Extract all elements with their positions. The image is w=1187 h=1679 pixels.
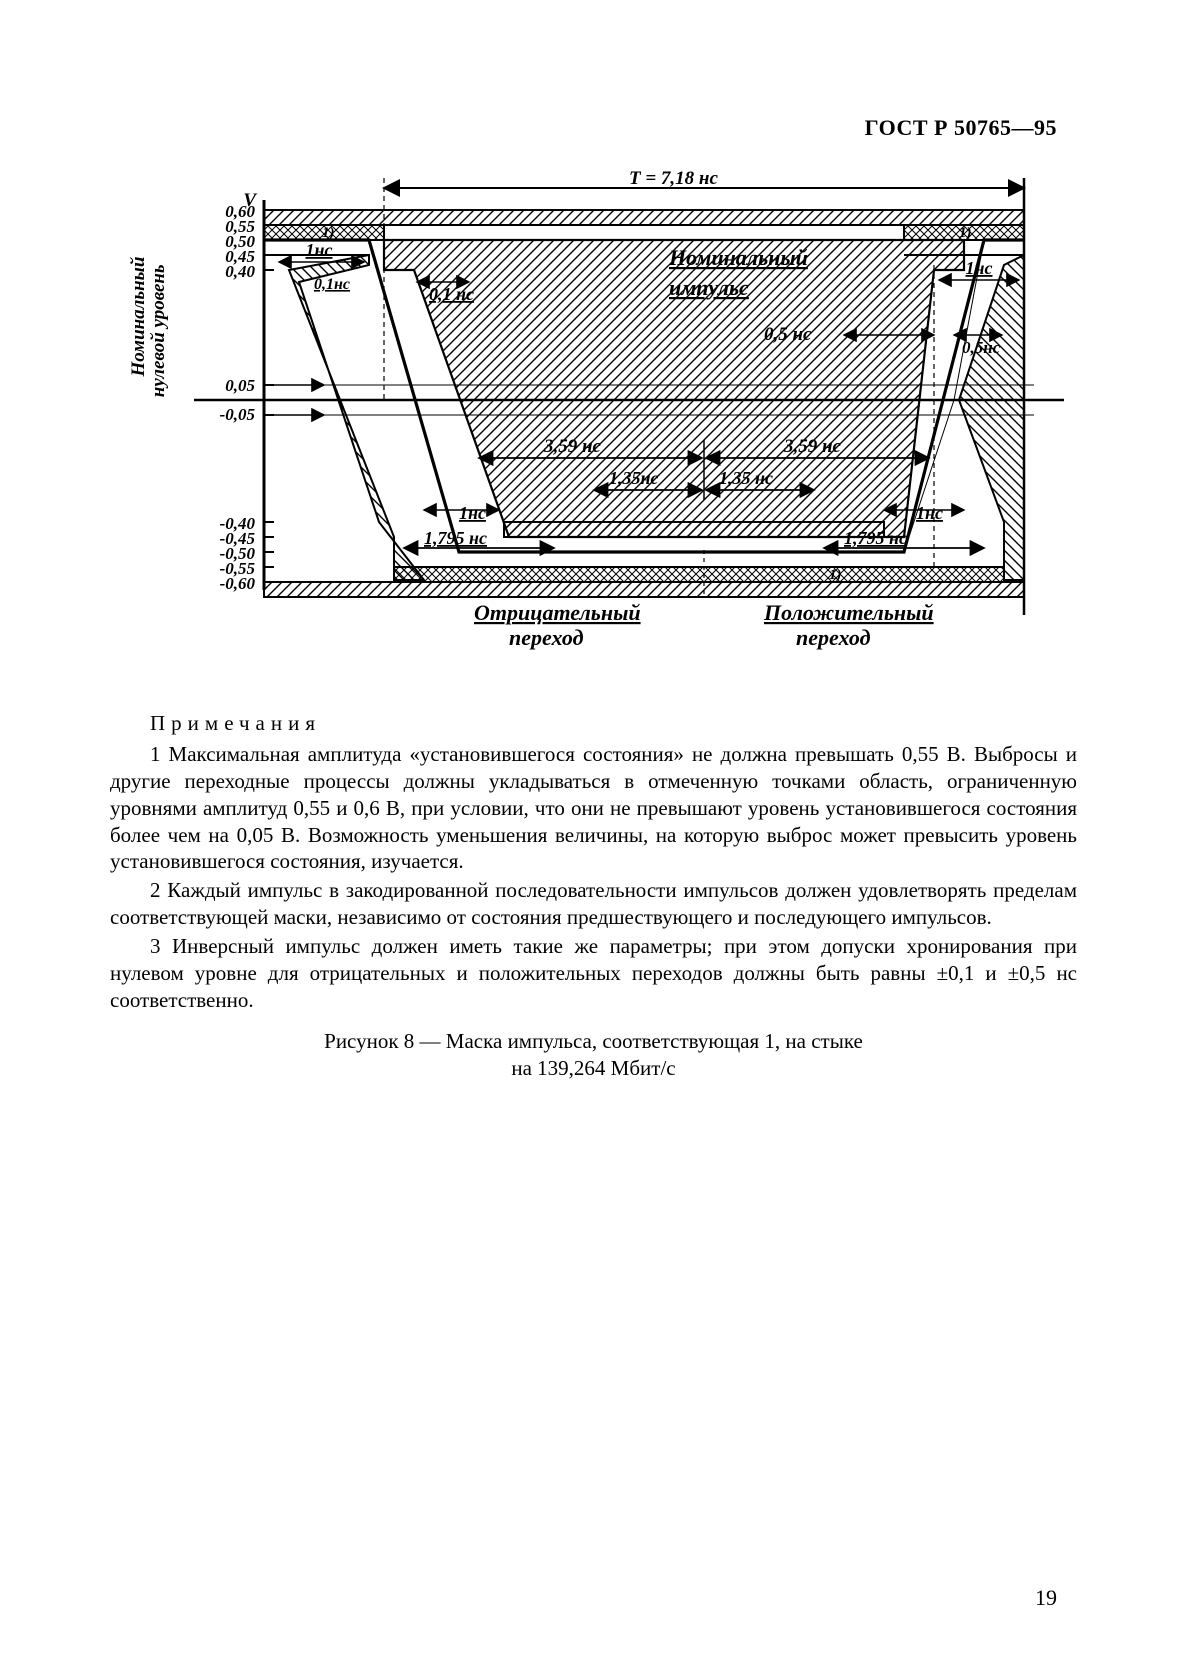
bottom-hatch-band	[264, 582, 1024, 597]
page-number: 19	[1035, 1585, 1057, 1611]
dim-3-59-l: 3,59 нс	[543, 436, 602, 457]
pos-transition-2: переход	[796, 625, 871, 650]
dim-1ns-br: 1нс	[916, 503, 943, 523]
svg-text:0,40: 0,40	[225, 262, 255, 281]
page: ГОСТ Р 50765—95 Номинальный нулевой уров…	[0, 0, 1187, 1679]
neg-transition-2: переход	[509, 625, 584, 650]
dim-0-5ns-l: 0,5 нс	[764, 324, 812, 345]
bottom-crosshatch	[394, 567, 1004, 582]
document-code: ГОСТ Р 50765—95	[865, 115, 1057, 141]
nominal-pulse-label-1: Номинальный	[668, 245, 808, 270]
ref-1-top-right: 1)	[959, 225, 972, 241]
caption-line-1: Рисунок 8 — Маска импульса, соответствую…	[324, 1029, 863, 1053]
note-1: 1 Максимальная амплитуда «установившегос…	[110, 741, 1077, 875]
svg-text:-0,05: -0,05	[219, 405, 255, 424]
dim-1-35-l: 1,35нс	[609, 468, 658, 488]
neg-transition-1: Отрицательный	[474, 600, 641, 625]
floor-hatch	[504, 522, 884, 537]
dim-1ns-bl: 1нс	[459, 503, 486, 523]
dim-1ns-tl: 1нс	[305, 240, 332, 260]
pos-transition-1: Положительный	[763, 600, 934, 625]
dim-0-1ns-l: 0,1нс	[314, 276, 350, 293]
dim-0-1ns-r: 0,1 нс	[429, 284, 474, 304]
dim-3-59-r: 3,59 нс	[783, 436, 842, 457]
pulse-mask-svg: T = 7,18 нс 1) 1) V 0,60 0,55 0,50 0,45 …	[124, 170, 1064, 680]
dim-1-35-r: 1,35 нс	[719, 468, 773, 488]
outer-mask-left	[264, 255, 424, 580]
svg-text:0,05: 0,05	[225, 376, 255, 395]
y-axis-title: Номинальный нулевой уровень	[109, 257, 189, 405]
notes-heading: Примечания	[110, 710, 1077, 737]
figure-caption: Рисунок 8 — Маска импульса, соответствую…	[110, 1028, 1077, 1083]
note-3: 3 Инверсный импульс должен иметь такие ж…	[110, 933, 1077, 1014]
notes-block: Примечания 1 Максимальная амплитуда «уст…	[110, 710, 1077, 1014]
note-2: 2 Каждый импульс в закодированной послед…	[110, 877, 1077, 931]
dim-1-795-r: 1,795 нс	[844, 528, 907, 548]
dim-0-5ns-r: 0,5нс	[962, 338, 1001, 357]
period-label: T = 7,18 нс	[629, 170, 718, 189]
top-hatch-band	[264, 210, 1024, 225]
ref-1-bottom: 1)	[829, 567, 842, 583]
pulse-mask-figure: Номинальный нулевой уровень	[124, 170, 1064, 680]
dim-1ns-tr: 1нс	[965, 258, 992, 278]
nominal-pulse-label-2: импульс	[669, 275, 749, 300]
dim-1-795-l: 1,795 нс	[424, 528, 487, 548]
svg-text:-0,60: -0,60	[219, 574, 255, 593]
caption-line-2: на 139,264 Мбит/с	[511, 1056, 675, 1080]
